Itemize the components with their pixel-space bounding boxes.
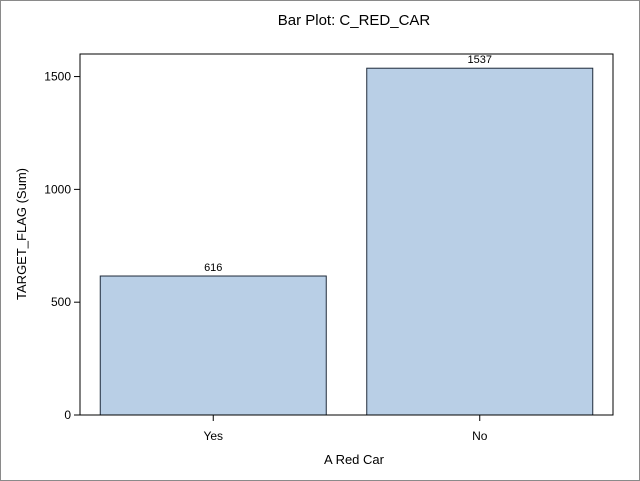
- y-tick-label: 0: [64, 408, 71, 422]
- x-tick-label: No: [472, 429, 488, 443]
- plot-frame: [79, 53, 614, 416]
- x-tick-label: Yes: [203, 429, 223, 443]
- y-tick-label: 1500: [44, 70, 71, 84]
- bar-data-label: 1537: [468, 54, 492, 66]
- y-axis-label: TARGET_FLAG (Sum): [14, 168, 29, 300]
- bar-data-label: 616: [204, 262, 222, 274]
- plot-area: 616 Yes 1537 No 0 500 1000 1500: [44, 53, 614, 443]
- bar-yes: [99, 275, 327, 416]
- y-tick-label: 500: [51, 295, 71, 309]
- y-tick-label: 1000: [44, 182, 71, 196]
- x-axis-label: A Red Car: [324, 452, 385, 467]
- bar-no: [366, 67, 594, 416]
- chart-title: Bar Plot: C_RED_CAR: [278, 12, 431, 29]
